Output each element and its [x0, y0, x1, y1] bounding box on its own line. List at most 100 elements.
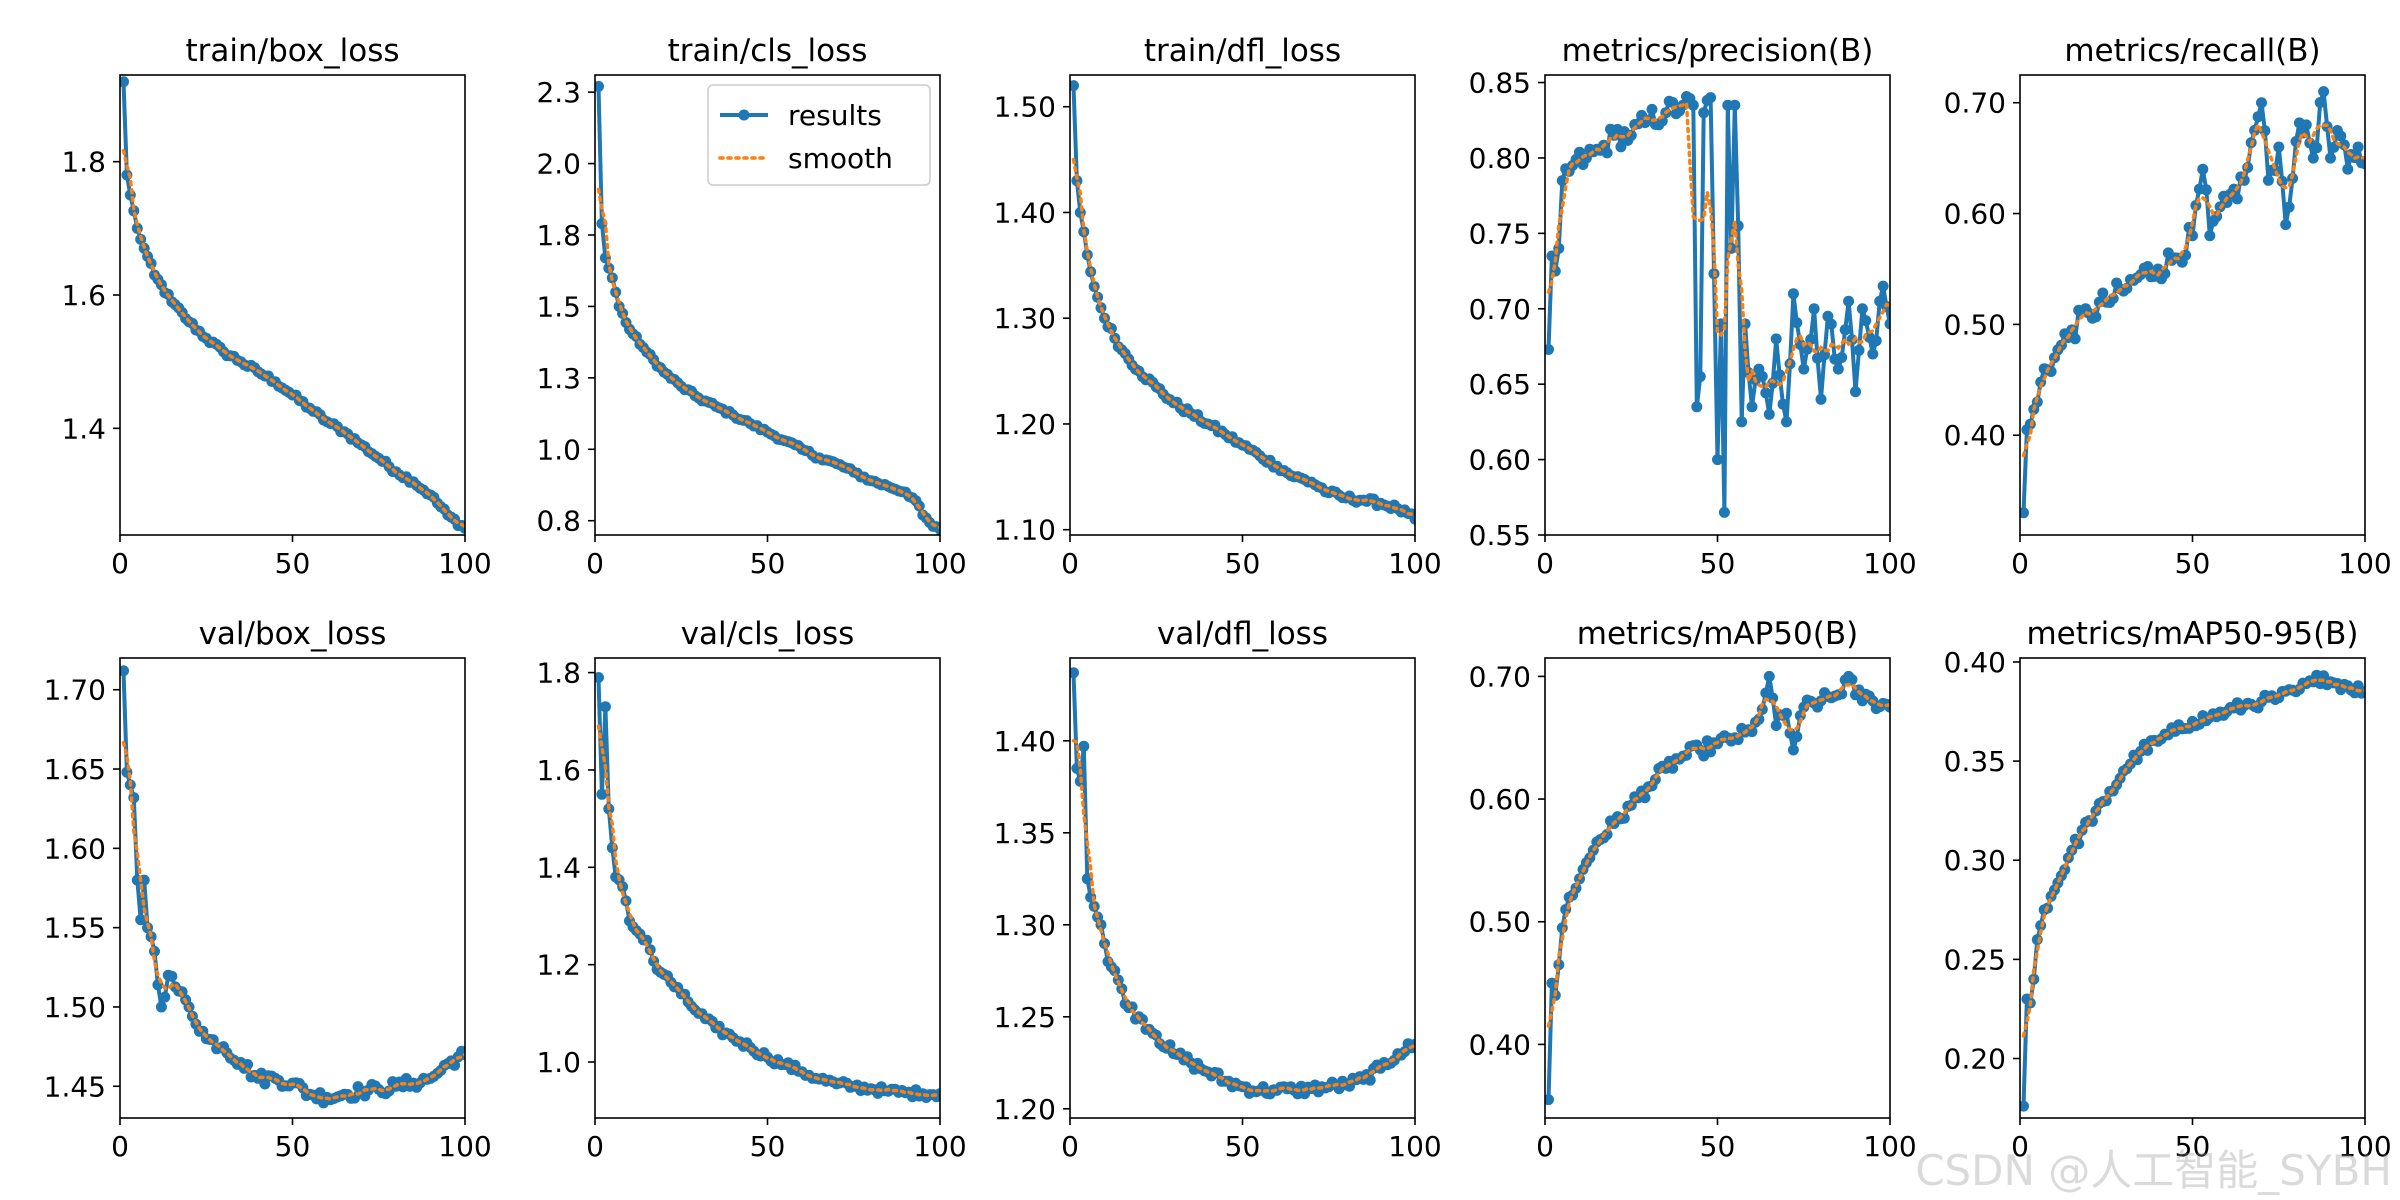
chart-val-cls-loss: val/cls_loss 0 50 100 1.0 1.2 1.4 1.6 1.8 — [536, 616, 966, 1163]
data-point — [2197, 163, 2209, 175]
data-point — [1787, 288, 1799, 300]
data-point — [1791, 317, 1803, 329]
data-point — [595, 80, 604, 92]
x-tick-label: 50 — [1225, 1130, 1261, 1163]
chart-train-box-loss: train/box_loss 0 50 100 1.4 1.6 1.8 — [61, 33, 491, 580]
data-point — [1718, 506, 1730, 518]
plot-area — [2020, 669, 2365, 1112]
chart-metrics-map50-b: metrics/mAP50(B) 0 50 100 0.40 0.50 0.60 0.70 — [1469, 616, 1917, 1163]
x-tick-label: 100 — [438, 1130, 491, 1163]
data-point — [1798, 363, 1810, 375]
x-tick-label: 50 — [1700, 547, 1736, 580]
y-tick-label: 0.8 — [536, 505, 581, 538]
x-tick-label: 100 — [913, 1130, 966, 1163]
data-point — [1729, 99, 1741, 111]
y-tick-label: 1.40 — [994, 196, 1056, 229]
data-point — [1687, 99, 1699, 111]
data-point — [1736, 416, 1748, 428]
chart-metrics-precision-b: metrics/precision(B) 0 50 100 0.55 0.60 0.65 0.… — [1469, 33, 1917, 580]
data-point — [1836, 352, 1848, 363]
data-point — [2314, 97, 2326, 108]
y-tick-label: 0.40 — [1944, 646, 2006, 679]
plot-area — [1070, 80, 1415, 525]
x-tick-label: 0 — [111, 547, 129, 580]
chart-train-dfl-loss: train/dfl_loss 0 50 100 1.10 1.20 1.30 1.40 1.50 — [994, 33, 1442, 580]
smooth-line — [2021, 120, 2365, 458]
x-tick-label: 50 — [275, 1130, 311, 1163]
data-point — [1839, 324, 1851, 336]
x-tick-label: 100 — [2338, 547, 2391, 580]
y-tick-label: 1.60 — [44, 832, 106, 865]
plot-area — [120, 76, 465, 534]
chart-title: val/box_loss — [199, 616, 387, 652]
data-point — [1770, 720, 1782, 731]
x-tick-label: 100 — [913, 547, 966, 580]
data-point — [1846, 674, 1858, 686]
y-tick-label: 1.30 — [994, 302, 1056, 335]
x-tick-label: 100 — [2338, 1130, 2391, 1163]
data-point — [1746, 401, 1758, 413]
data-point — [1832, 363, 1844, 375]
data-point — [2359, 158, 2365, 170]
data-point — [1870, 335, 1882, 347]
data-point — [1364, 1074, 1376, 1086]
data-point — [1070, 80, 1079, 92]
y-tick-label: 0.50 — [1944, 308, 2006, 341]
data-point — [1667, 97, 1679, 108]
x-tick-label: 50 — [1700, 1130, 1736, 1163]
data-point — [242, 1059, 254, 1070]
data-point — [2300, 119, 2312, 131]
plot-area — [1545, 91, 1890, 518]
x-tick-label: 50 — [750, 1130, 786, 1163]
legend: results smooth — [707, 84, 931, 186]
y-tick-label: 0.40 — [1469, 1028, 1531, 1061]
data-point — [2231, 193, 2243, 205]
results-line — [1071, 85, 1415, 521]
data-point — [595, 672, 604, 683]
data-point — [2204, 230, 2216, 242]
y-tick-label: 0.85 — [1469, 67, 1531, 100]
y-tick-label: 0.70 — [1469, 293, 1531, 326]
data-point — [128, 205, 140, 217]
chart-title: train/box_loss — [185, 33, 399, 69]
y-tick-label: 1.20 — [994, 1093, 1056, 1126]
data-point — [1712, 454, 1723, 466]
axes-frame — [119, 657, 466, 1119]
x-tick-label: 0 — [586, 1130, 604, 1163]
y-tick-label: 1.2 — [536, 949, 581, 982]
plot-area — [595, 80, 940, 535]
smooth-line — [121, 148, 465, 529]
data-point — [2325, 152, 2336, 164]
data-point — [1545, 344, 1554, 355]
data-point — [1777, 398, 1789, 410]
chart-val-box-loss: val/box_loss 0 50 100 1.45 1.50 1.55 1.60 1.65 1.… — [44, 616, 492, 1163]
y-tick-label: 0.60 — [1469, 444, 1531, 477]
x-tick-label: 100 — [1863, 547, 1916, 580]
chart-title: val/cls_loss — [681, 616, 855, 652]
data-point — [1070, 667, 1079, 679]
y-tick-label: 1.8 — [61, 146, 106, 179]
y-tick-label: 0.70 — [1469, 660, 1531, 693]
smooth-line — [1546, 682, 1890, 1028]
data-point — [2280, 219, 2292, 231]
data-point — [1763, 670, 1775, 682]
results-line — [2021, 673, 2365, 1107]
data-point — [2318, 86, 2330, 98]
data-point — [2142, 261, 2154, 272]
data-point — [1756, 370, 1768, 382]
chart-title: metrics/precision(B) — [1562, 33, 1874, 69]
data-point — [1646, 103, 1658, 115]
x-tick-label: 100 — [1388, 547, 1441, 580]
y-tick-label: 1.55 — [44, 912, 106, 945]
data-point — [2069, 333, 2081, 345]
results-line — [1071, 672, 1415, 1096]
data-point — [1815, 393, 1827, 405]
y-tick-label: 1.50 — [44, 991, 106, 1024]
data-point — [1409, 513, 1415, 525]
x-tick-label: 0 — [111, 1130, 129, 1163]
data-point — [1853, 344, 1865, 356]
data-point — [1556, 175, 1568, 187]
axes-frame — [1069, 74, 1416, 536]
data-point — [1615, 141, 1627, 153]
y-tick-label: 1.40 — [994, 725, 1056, 758]
